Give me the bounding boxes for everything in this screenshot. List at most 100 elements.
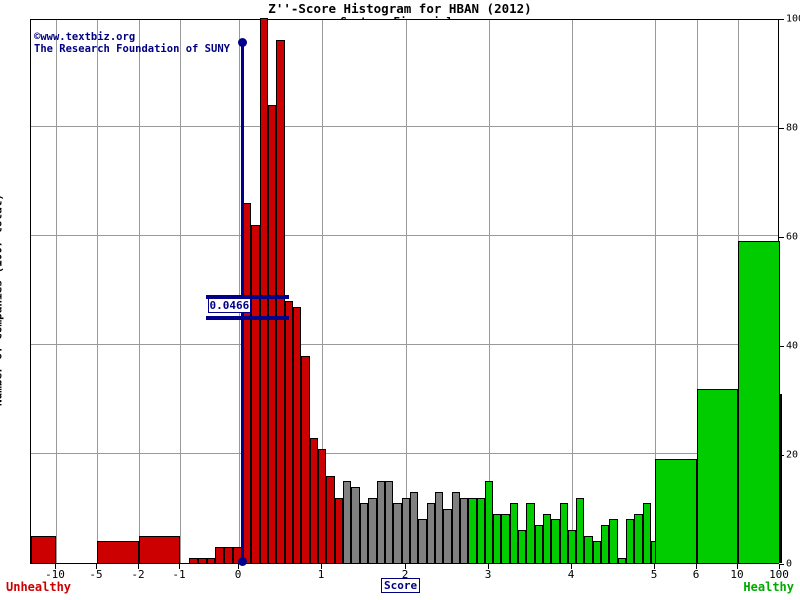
gridline-horizontal <box>31 453 778 454</box>
gridline-vertical <box>697 20 698 563</box>
x-axis-tick-label: -1 <box>172 568 186 581</box>
histogram-bar <box>317 448 327 563</box>
y-axis-tick-label: 20 <box>786 449 799 461</box>
x-axis-tick <box>55 564 56 569</box>
histogram-bar <box>368 497 377 563</box>
y-axis-tick-label: 100 <box>786 13 800 25</box>
y-axis-tick-label: 0 <box>786 558 793 570</box>
unhealthy-label: Unhealthy <box>6 580 72 594</box>
x-axis-tick <box>179 564 180 569</box>
gridline-horizontal <box>31 344 778 345</box>
histogram-bar <box>780 394 782 563</box>
x-axis-tick <box>571 564 572 569</box>
x-axis-tick <box>138 564 139 569</box>
histogram-bar <box>376 481 385 563</box>
histogram-bar <box>493 513 502 563</box>
histogram-bar <box>243 203 252 563</box>
x-axis-tick-label: -5 <box>89 568 103 581</box>
histogram-bar <box>592 541 602 563</box>
x-axis-tick-label: 1 <box>317 568 325 581</box>
histogram-bar <box>97 541 139 563</box>
x-axis-tick-label: 10 <box>730 568 744 581</box>
histogram-bar <box>435 492 444 563</box>
credit-line-2: The Research Foundation of SUNY <box>34 43 230 55</box>
histogram-bar <box>268 105 277 563</box>
histogram-bar <box>309 437 318 563</box>
histogram-bar <box>276 39 285 563</box>
histogram-bar <box>31 535 56 563</box>
y-axis-tick-label: 80 <box>786 122 799 134</box>
gridline-vertical <box>489 20 490 563</box>
gridline-vertical <box>655 20 656 563</box>
x-axis-tick <box>737 564 738 569</box>
x-axis-label: Score <box>381 578 421 593</box>
gridline-vertical <box>139 20 140 563</box>
histogram-bar <box>476 497 485 563</box>
marker-error-bar-upper <box>205 295 290 299</box>
gridline-vertical <box>56 20 57 563</box>
histogram-bar <box>385 481 394 563</box>
histogram-bar <box>518 530 527 563</box>
histogram-bar <box>459 497 469 563</box>
histogram-bar <box>501 513 510 563</box>
credit-line-1: ©www.textbiz.org <box>34 31 136 43</box>
histogram-bar <box>542 513 552 563</box>
histogram-bar <box>584 535 593 563</box>
x-axis-tick-label: 4 <box>567 568 575 581</box>
histogram-bar <box>139 535 180 563</box>
y-axis-tick-label: 40 <box>786 340 799 352</box>
histogram-bar <box>738 241 780 563</box>
histogram-bar <box>551 519 560 563</box>
x-axis-tick <box>321 564 322 569</box>
histogram-bar <box>206 557 216 563</box>
histogram-bar <box>197 557 207 563</box>
histogram-bar <box>601 524 610 563</box>
histogram-bar <box>326 475 335 563</box>
histogram-bar <box>634 513 643 563</box>
x-axis-tick-label: -2 <box>131 568 145 581</box>
histogram-bar <box>292 306 302 563</box>
histogram-bar <box>410 492 419 563</box>
y-axis-tick-label: 60 <box>786 231 799 243</box>
histogram-bar <box>443 508 452 563</box>
histogram-bar <box>343 481 352 563</box>
gridline-horizontal <box>31 126 778 127</box>
histogram-bar <box>351 486 360 563</box>
histogram-bar <box>426 503 436 563</box>
x-axis-tick-label: -10 <box>45 568 65 581</box>
x-axis-tick-label: 0 <box>234 568 242 581</box>
histogram-bar <box>401 497 411 563</box>
histogram-bar <box>334 497 343 563</box>
y-axis-tick <box>779 128 784 129</box>
y-axis-tick <box>779 19 784 20</box>
histogram-bar <box>609 519 618 563</box>
marker-dot-bottom <box>237 557 247 566</box>
histogram-bar <box>559 503 568 563</box>
histogram-bar <box>215 546 225 563</box>
gridline-vertical <box>180 20 181 563</box>
histogram-bar <box>642 503 651 563</box>
y-axis-tick <box>779 237 784 238</box>
histogram-bar <box>468 497 477 563</box>
gridline-vertical <box>322 20 323 563</box>
marker-dot-top <box>237 38 247 47</box>
histogram-bar <box>509 503 519 563</box>
gridline-vertical <box>572 20 573 563</box>
y-axis-tick <box>779 346 784 347</box>
x-axis-tick <box>488 564 489 569</box>
histogram-bar <box>655 459 697 563</box>
marker-error-bar-lower <box>205 316 290 320</box>
y-axis-tick <box>779 455 784 456</box>
x-axis-tick-label: 6 <box>692 568 700 581</box>
histogram-bar <box>576 497 585 563</box>
histogram-bar <box>188 557 198 563</box>
histogram-bar <box>393 503 402 563</box>
x-axis-tick <box>696 564 697 569</box>
x-axis-tick-label: 3 <box>484 568 492 581</box>
healthy-label: Healthy <box>743 580 794 594</box>
gridline-vertical <box>239 20 240 563</box>
histogram-bar <box>617 557 626 563</box>
histogram-bar <box>259 18 269 563</box>
x-axis-tick-label: 2 <box>401 568 409 581</box>
